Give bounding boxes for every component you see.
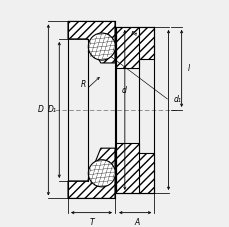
Polygon shape: [116, 143, 154, 193]
Text: d: d: [121, 86, 126, 95]
Text: T: T: [89, 218, 93, 227]
Circle shape: [88, 160, 115, 187]
Circle shape: [88, 33, 115, 60]
Polygon shape: [116, 27, 154, 68]
Polygon shape: [68, 21, 114, 63]
Text: R: R: [80, 80, 86, 89]
Text: D: D: [38, 105, 44, 114]
Text: d₁: d₁: [173, 94, 181, 104]
Text: l: l: [187, 64, 189, 73]
Polygon shape: [68, 148, 114, 198]
Text: A: A: [134, 218, 139, 227]
Text: r: r: [130, 29, 134, 38]
Text: D₁: D₁: [48, 105, 57, 114]
